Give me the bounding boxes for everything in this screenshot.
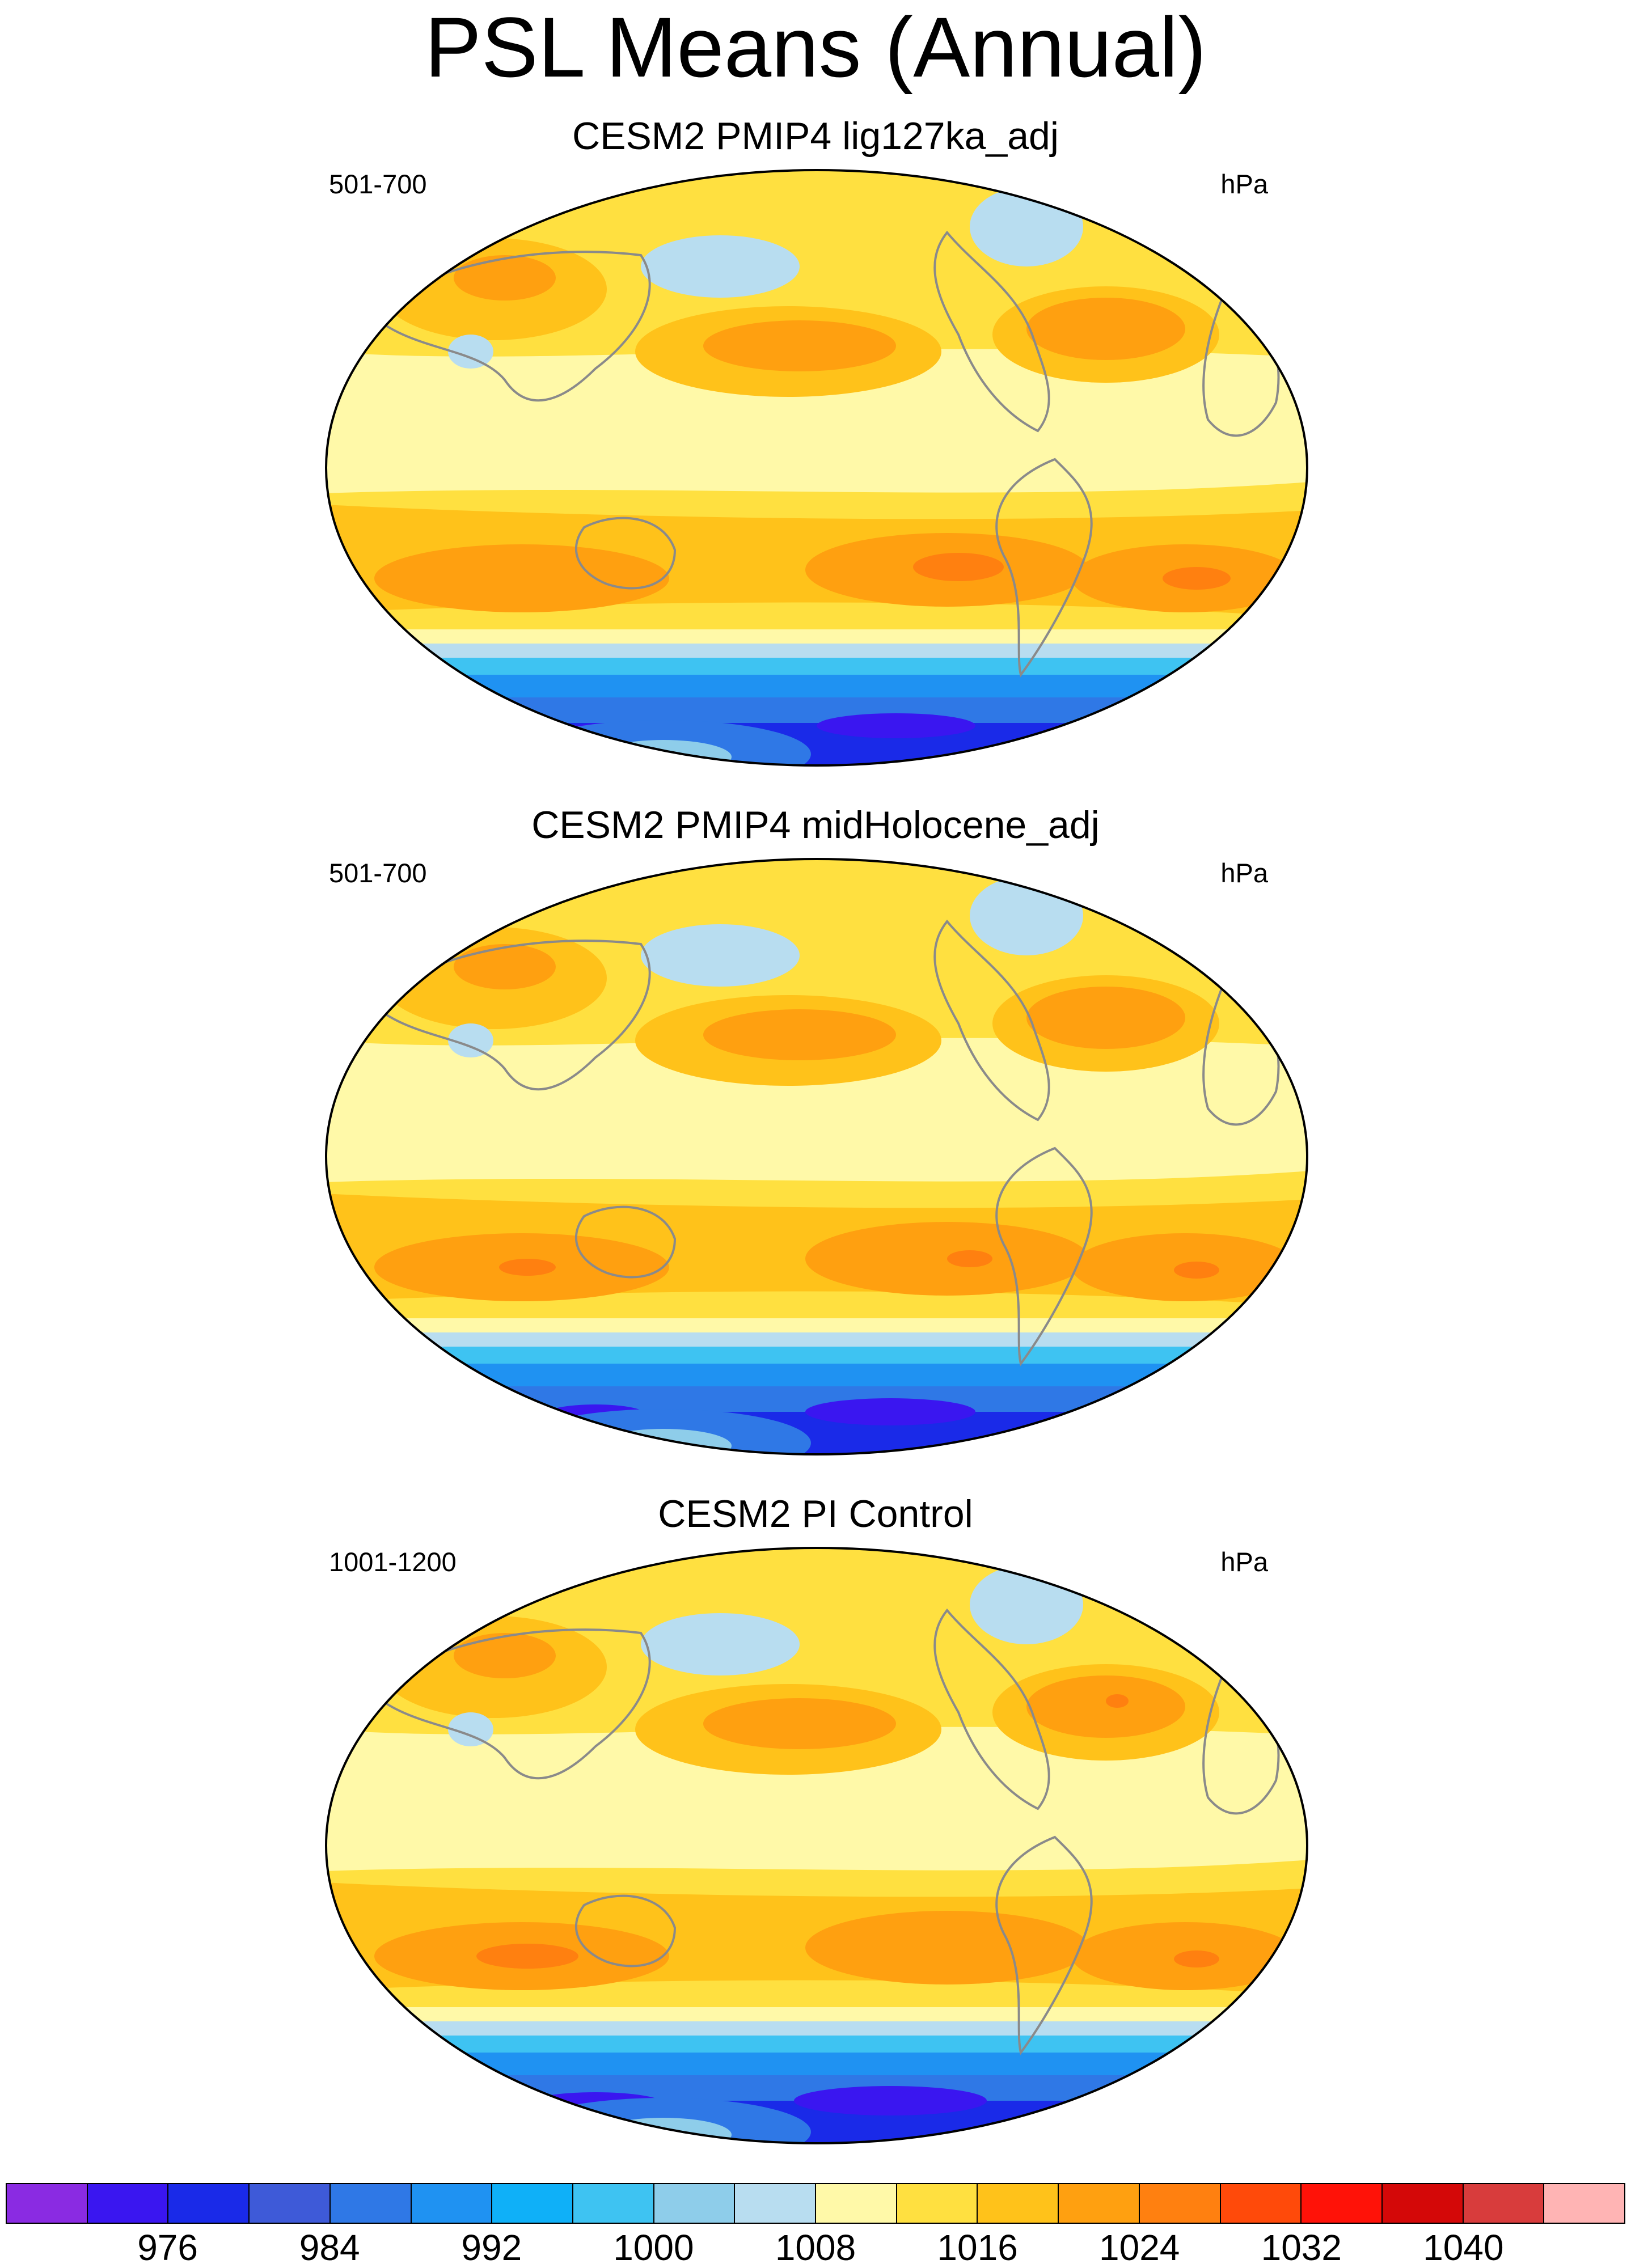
colorbar-tick-label: 992 (461, 2227, 522, 2268)
colorbar-tick-label: 1008 (775, 2227, 856, 2268)
panel-units: hPa (1220, 1547, 1268, 1577)
colorbar-cell (1462, 2183, 1544, 2224)
colorbar-cell (410, 2183, 492, 2224)
panel-years: 501-700 (329, 169, 427, 199)
map-panel-midholocene: CESM2 PMIP4 midHolocene_adj 501-700 hPa (0, 802, 1631, 1483)
colorbar-tick-label: 1040 (1423, 2227, 1504, 2268)
colorbar-cell (1300, 2183, 1381, 2224)
colorbar-cell (1058, 2183, 1139, 2224)
colorbar-cell (977, 2183, 1058, 2224)
colorbar-cell (895, 2183, 977, 2224)
colorbar-cell (86, 2183, 168, 2224)
colorbar-cell (1219, 2183, 1301, 2224)
figure-title: PSL Means (Annual) (424, 0, 1207, 95)
colorbar-cell (1381, 2183, 1463, 2224)
panel-years: 1001-1200 (329, 1547, 457, 1577)
colorbar-tick-label: 976 (137, 2227, 198, 2268)
colorbar (6, 2183, 1626, 2224)
panel-years: 501-700 (329, 858, 427, 888)
colorbar-tick-label: 1032 (1261, 2227, 1342, 2268)
colorbar-cell (1543, 2183, 1626, 2224)
panel-title: CESM2 PI Control (658, 1492, 973, 1535)
colorbar-cell (329, 2183, 411, 2224)
colorbar-tick-label: 1016 (937, 2227, 1018, 2268)
panel-title: CESM2 PMIP4 midHolocene_adj (531, 803, 1100, 847)
colorbar-tick-label: 1000 (613, 2227, 694, 2268)
colorbar-tick-label: 984 (299, 2227, 360, 2268)
robinson-map (325, 858, 1308, 1455)
panel-units: hPa (1220, 169, 1268, 199)
panel-title: CESM2 PMIP4 lig127ka_adj (572, 115, 1059, 158)
robinson-map (325, 1547, 1308, 2144)
robinson-map (325, 169, 1308, 767)
colorbar-cell (6, 2183, 87, 2224)
colorbar-tick-label: 1024 (1099, 2227, 1180, 2268)
panel-units: hPa (1220, 858, 1268, 888)
colorbar-labels: 976 984 992 1000 1008 1016 1024 1032 1040 (6, 2227, 1625, 2268)
colorbar-cell (653, 2183, 734, 2224)
map-panel-picontrol: CESM2 PI Control 1001-1200 hPa (0, 1491, 1631, 2172)
colorbar-cell (1138, 2183, 1220, 2224)
colorbar-cell (248, 2183, 329, 2224)
colorbar-cell (491, 2183, 572, 2224)
map-panel-lig127ka: CESM2 PMIP4 lig127ka_adj 501-700 hPa (0, 113, 1631, 794)
colorbar-cell (815, 2183, 896, 2224)
colorbar-cell (734, 2183, 815, 2224)
colorbar-cell (167, 2183, 249, 2224)
colorbar-cell (572, 2183, 653, 2224)
